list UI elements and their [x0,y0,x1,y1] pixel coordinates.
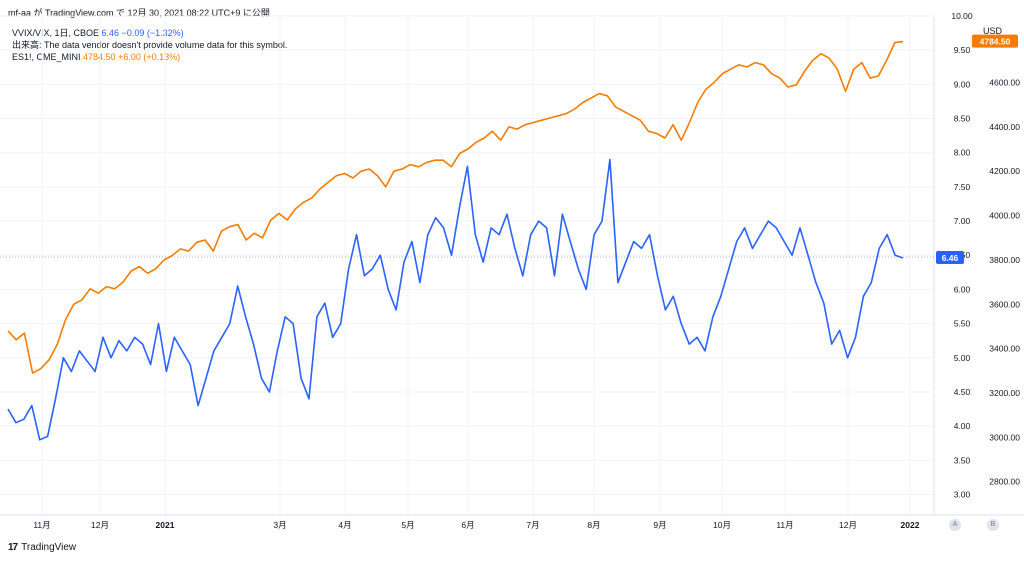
auto-scale-button[interactable]: A [949,519,961,531]
time-tick-label: 3月 [273,520,286,530]
right-tick-label: 4200.00 [989,166,1020,176]
tradingview-brand[interactable]: 17 TradingView [8,542,76,553]
futures-last-badge [972,34,1018,48]
right-tick-label: 3600.00 [989,299,1020,309]
left-tick-label: 4.50 [954,387,971,397]
right-tick-label: 3800.00 [989,255,1020,265]
time-tick-label: 2022 [901,520,920,530]
right-tick-label: 4600.00 [989,78,1020,88]
time-tick-label: 11月 [776,520,793,530]
right-tick-label: 3200.00 [989,388,1020,398]
time-tick-label: 7月 [526,520,539,530]
time-axis-ticks: 11月 12月 2021 3月 4月 5月 6月 7月 8月 9月 10月 11月 12月 2022 [33,520,919,530]
time-tick-label: 11月 [33,520,50,530]
left-tick-label: 7.50 [954,182,971,192]
ratio-last-badge [936,250,964,264]
left-tick-label: 9.00 [954,79,971,89]
legend-row-futures[interactable]: ES1!, CME_MINI 4784.50 +6.00 (+0.13%) [12,51,287,63]
time-tick-label: 12月 [91,520,109,530]
futures-last-badge-label: 4784.50 [980,37,1011,47]
right-tick-label: 4000.00 [989,211,1020,221]
right-tick-label: 3000.00 [989,432,1020,442]
series-layer [7,40,904,441]
left-tick-label: 6.00 [954,284,971,294]
ratio-last-badge-label: 6.46 [942,253,959,263]
left-tick-label: 7.00 [954,216,971,226]
tradingview-brand-label: TradingView [21,542,77,553]
time-tick-label: 4月 [338,520,351,530]
legend-ratio-symbol: VVIX/VIX, 1日, CBOE [12,28,100,38]
chart-legend: VVIX/VIX, 1日, CBOE 6.46 −0.09 (−1.32%) 出… [12,27,287,63]
left-tick-label: 3.50 [954,455,971,465]
left-tick-label: 3.00 [954,489,971,499]
legend-volume-note: 出来高: The data vendor doesn't provide vol… [12,40,288,50]
tradingview-logo-icon: 17 [8,542,18,553]
legend-ratio-change: −0.09 (−1.32%) [121,28,184,38]
left-tick-label: 5.00 [954,353,971,363]
left-tick-label: 8.00 [954,148,971,158]
right-tick-label: 2800.00 [989,477,1020,487]
ratio-series-line [7,158,904,441]
time-tick-label: 5月 [401,520,414,530]
left-tick-label: 10.00 [951,11,973,21]
time-tick-label: 6月 [461,520,474,530]
last-value-badges: 6.46 4784.50 [936,34,1018,264]
left-tick-label: 8.50 [954,114,971,124]
futures-series-line [7,40,904,374]
currency-label[interactable]: USD [983,26,1003,36]
time-tick-label: 9月 [653,520,666,530]
scale-b-button[interactable]: B [987,519,999,531]
legend-ratio-value: 6.46 [101,28,120,38]
left-tick-label: 4.00 [954,421,971,431]
left-tick-label: 5.50 [954,319,971,329]
legend-futures-symbol: ES1!, CME_MINI [12,52,81,62]
time-tick-label: 10月 [713,520,731,530]
right-axis-ticks: 4600.00 4400.00 4200.00 4000.00 3800.00 3600.… [989,78,1020,487]
time-tick-label: 8月 [587,520,600,530]
time-tick-label: 12月 [839,520,857,530]
legend-row-ratio[interactable]: VVIX/VIX, 1日, CBOE 6.46 −0.09 (−1.32%) [12,27,287,39]
right-tick-label: 3400.00 [989,344,1020,354]
publish-header: mf-aa が TradingView.com で 12月 30, 2021 0… [8,8,270,18]
left-tick-label: 9.50 [954,45,971,55]
grid-layer [0,15,934,515]
time-tick-label: 2021 [156,520,175,530]
legend-futures-change: +6.00 (+0.13%) [118,52,181,62]
right-tick-label: 4400.00 [989,122,1020,132]
legend-futures-value: 4784.50 [83,52,116,62]
